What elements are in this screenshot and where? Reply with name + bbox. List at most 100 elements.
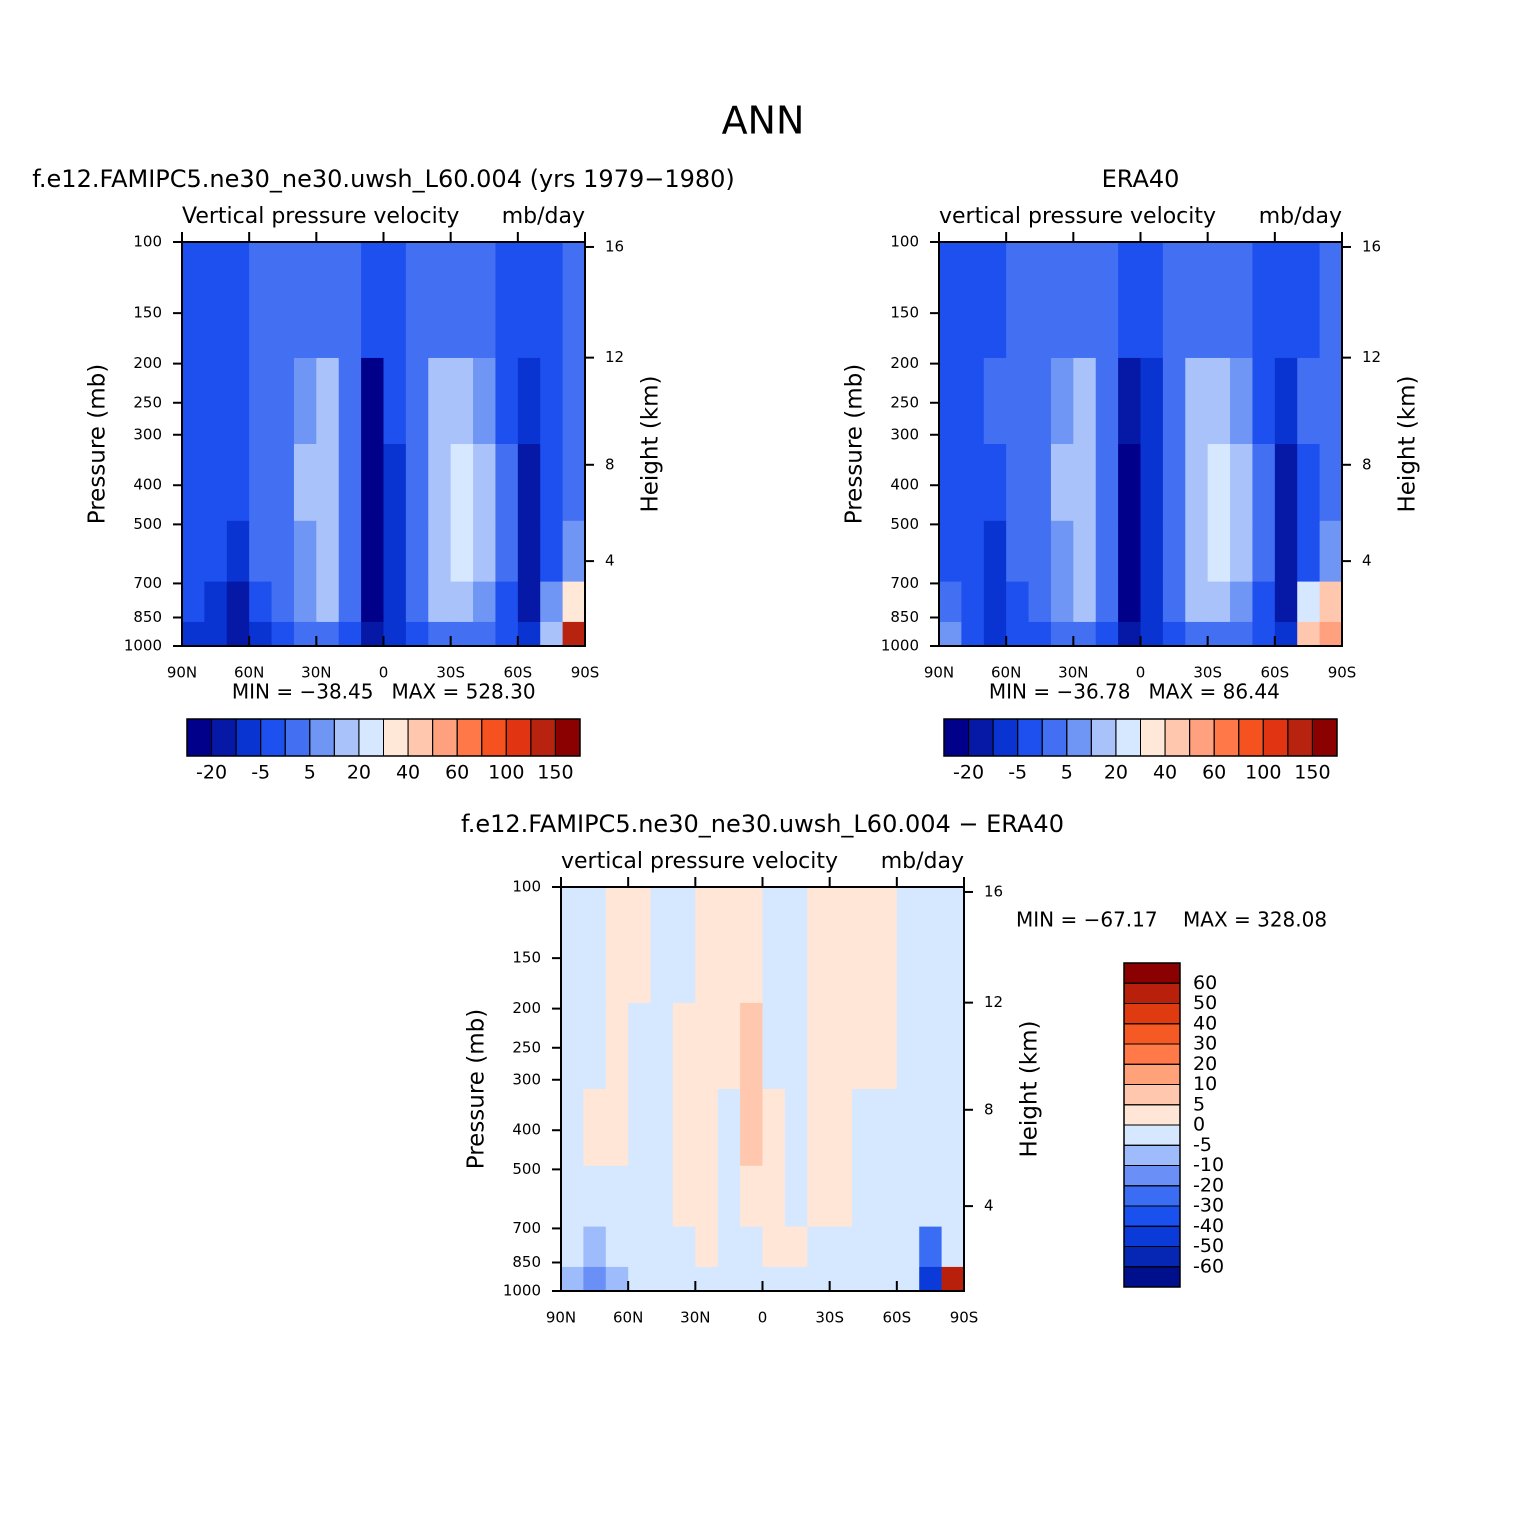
- colorbar-box: [1123, 1144, 1181, 1166]
- contour-cell: [249, 520, 273, 583]
- contour-cell: [874, 1089, 898, 1167]
- y-tick-label: 200: [133, 354, 162, 372]
- contour-cell: [562, 242, 586, 359]
- contour-cell: [182, 581, 205, 623]
- contour-cell: [1073, 444, 1097, 522]
- contour-cell: [1230, 357, 1253, 445]
- contour-cell: [829, 887, 853, 1004]
- contour-cell: [605, 1002, 629, 1090]
- contour-cell: [316, 520, 340, 583]
- contour-cell: [338, 520, 362, 583]
- contour-cell: [717, 1226, 741, 1268]
- contour-cell: [361, 242, 384, 359]
- colorbar-label: 40: [396, 762, 420, 784]
- colorbar-box: [968, 718, 994, 757]
- y2-tick-label: 12: [1362, 348, 1381, 366]
- contour-cell: [1274, 621, 1298, 647]
- contour-cell: [695, 1226, 719, 1268]
- contour-cell: [762, 1002, 786, 1090]
- contour-cell: [1006, 357, 1030, 445]
- y2-axis-label: Height (km): [1017, 1020, 1043, 1157]
- contour-cell: [1140, 621, 1164, 647]
- contour-cell: [1118, 357, 1141, 445]
- contour-cell: [517, 444, 541, 522]
- contour-cell: [829, 1266, 853, 1292]
- contour-cell: [650, 887, 674, 1004]
- contour-cell: [1118, 621, 1141, 647]
- contour-cell: [628, 1002, 652, 1090]
- panel-units: mb/day: [881, 849, 964, 874]
- contour-cell: [1162, 581, 1186, 623]
- contour-cell: [983, 357, 1007, 445]
- colorbar-box: [407, 718, 434, 757]
- contour-cell: [1185, 444, 1209, 522]
- y-tick-label: 250: [512, 1038, 541, 1056]
- contour-cell: [1028, 520, 1052, 583]
- contour-cell: [896, 1002, 920, 1090]
- contour-cell: [807, 1226, 831, 1268]
- contour-cell: [405, 581, 429, 623]
- contour-cell: [1230, 444, 1253, 522]
- contour-cell: [762, 1226, 786, 1268]
- y2-tick-label: 8: [984, 1100, 994, 1118]
- y2-tick-label: 4: [984, 1197, 994, 1215]
- colorbar-label: -5: [1193, 1134, 1212, 1156]
- contour-cell: [1050, 621, 1074, 647]
- contour-cell: [1118, 520, 1141, 583]
- contour-cell: [473, 581, 496, 623]
- y-tick-label: 400: [512, 1121, 541, 1139]
- contour-cell: [361, 520, 384, 583]
- contour-cell: [1230, 520, 1253, 583]
- contour-cell: [605, 1089, 629, 1167]
- contour-cell: [338, 581, 362, 623]
- contour-cell: [1118, 581, 1141, 623]
- contour-cell: [361, 444, 384, 522]
- contour-cell: [896, 1165, 920, 1228]
- x-tick-label: 0: [758, 1309, 768, 1327]
- contour-cell: [1297, 444, 1321, 522]
- contour-cell: [383, 581, 407, 623]
- contour-cell: [1050, 444, 1074, 522]
- contour-cell: [874, 1165, 898, 1228]
- contour-cell: [182, 621, 205, 647]
- x-tick-label: 60S: [883, 1309, 912, 1327]
- contour-cell: [941, 1002, 965, 1090]
- colorbar-label: 50: [1193, 992, 1217, 1014]
- contour-cell: [829, 1002, 853, 1090]
- x-tick-label: 90N: [924, 664, 954, 682]
- contour-cell: [293, 581, 317, 623]
- contour-cell: [293, 621, 317, 647]
- contour-cell: [762, 887, 786, 1004]
- contour-cell: [383, 444, 407, 522]
- colorbar-box: [1123, 1124, 1181, 1146]
- contour-cell: [271, 444, 295, 522]
- colorbar-box: [1123, 1266, 1181, 1288]
- contour-cell: [1140, 444, 1164, 522]
- contour-cell: [961, 621, 985, 647]
- contour-cell: [1095, 444, 1119, 522]
- contour-cell: [852, 887, 875, 1004]
- contour-cell: [919, 1165, 943, 1228]
- x-tick-label: 60N: [991, 664, 1021, 682]
- colorbar-box: [1123, 1003, 1181, 1025]
- contour-cell: [226, 581, 250, 623]
- y-tick-label: 150: [512, 949, 541, 967]
- contour-cell: [605, 887, 629, 1004]
- colorbar-box: [1123, 1165, 1181, 1187]
- y2-tick-label: 16: [984, 882, 1003, 900]
- x-tick-label: 30N: [301, 664, 331, 682]
- contour-cell: [695, 1089, 719, 1167]
- contour-cell: [983, 242, 1007, 359]
- y2-tick-label: 8: [605, 455, 615, 473]
- colorbar-box: [1123, 1205, 1181, 1227]
- contour-cell: [226, 444, 250, 522]
- contour-cell: [204, 581, 228, 623]
- contour-cell: [361, 581, 384, 623]
- colorbar-box: [1287, 718, 1313, 757]
- colorbar-box: [1140, 718, 1166, 757]
- contour-cell: [1252, 621, 1276, 647]
- contour-cell: [740, 1002, 763, 1090]
- contour-cell: [628, 1266, 652, 1292]
- contour-cell: [517, 357, 541, 445]
- contour-cell: [1050, 520, 1074, 583]
